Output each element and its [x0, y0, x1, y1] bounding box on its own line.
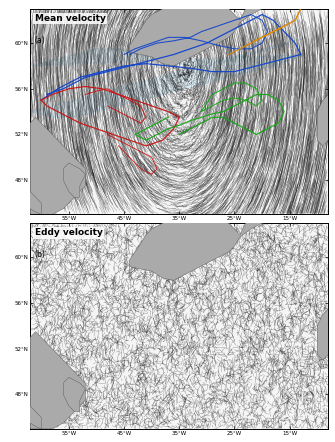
Polygon shape — [30, 38, 306, 117]
Polygon shape — [3, 191, 41, 214]
Polygon shape — [63, 377, 85, 412]
Polygon shape — [334, 60, 335, 169]
Polygon shape — [317, 95, 335, 146]
Polygon shape — [240, 0, 298, 9]
Polygon shape — [130, 0, 279, 66]
Polygon shape — [30, 117, 85, 214]
Polygon shape — [240, 183, 298, 223]
Text: Eddy velocity: Eddy velocity — [35, 229, 103, 237]
Text: 15°min: 15°min — [36, 201, 54, 206]
Text: Mean velocity: Mean velocity — [35, 14, 106, 23]
Text: (a): (a) — [35, 35, 45, 45]
Polygon shape — [30, 332, 85, 429]
Polygon shape — [3, 406, 41, 429]
Polygon shape — [334, 274, 335, 383]
Polygon shape — [317, 309, 335, 360]
Polygon shape — [63, 163, 85, 197]
Polygon shape — [130, 200, 279, 280]
Text: (b): (b) — [35, 250, 46, 259]
Text: 15°min: 15°min — [36, 415, 54, 420]
